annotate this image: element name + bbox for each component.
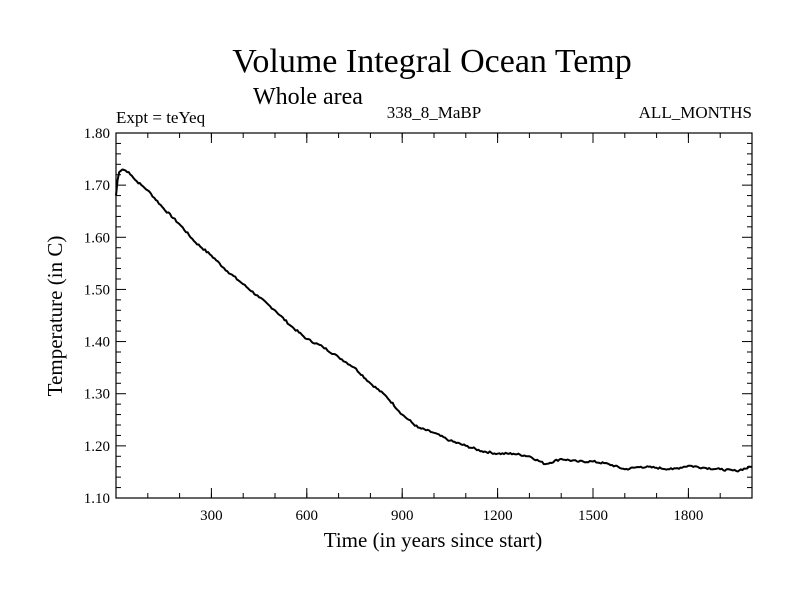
chart-title: Volume Integral Ocean Temp — [232, 43, 632, 80]
x-tick-label: 1800 — [673, 508, 703, 524]
y-tick-label: 1.50 — [84, 282, 110, 298]
y-axis-label: Temperature (in C) — [43, 236, 67, 397]
x-tick-label: 1200 — [483, 508, 513, 524]
y-tick-label: 1.30 — [84, 387, 110, 403]
experiment-label: Expt = teYeq — [116, 108, 206, 127]
period-label: 338_8_MaBP — [387, 103, 481, 122]
plot-frame — [115, 132, 753, 499]
x-tick-label: 300 — [200, 508, 223, 524]
chart-subtitle: Whole area — [253, 84, 363, 110]
series-line — [115, 168, 753, 473]
x-tick-label: 900 — [391, 508, 414, 524]
y-tick-label: 1.20 — [84, 439, 110, 455]
x-tick-label: 1500 — [578, 508, 608, 524]
y-tick-label: 1.70 — [84, 178, 110, 194]
months-label: ALL_MONTHS — [639, 103, 752, 122]
x-axis-label: Time (in years since start) — [324, 528, 543, 552]
y-tick-label: 1.40 — [84, 335, 110, 351]
y-tick-label: 1.60 — [84, 230, 110, 246]
y-tick-label: 1.10 — [84, 491, 110, 507]
x-tick-label: 600 — [296, 508, 319, 524]
y-tick-label: 1.80 — [84, 126, 110, 142]
